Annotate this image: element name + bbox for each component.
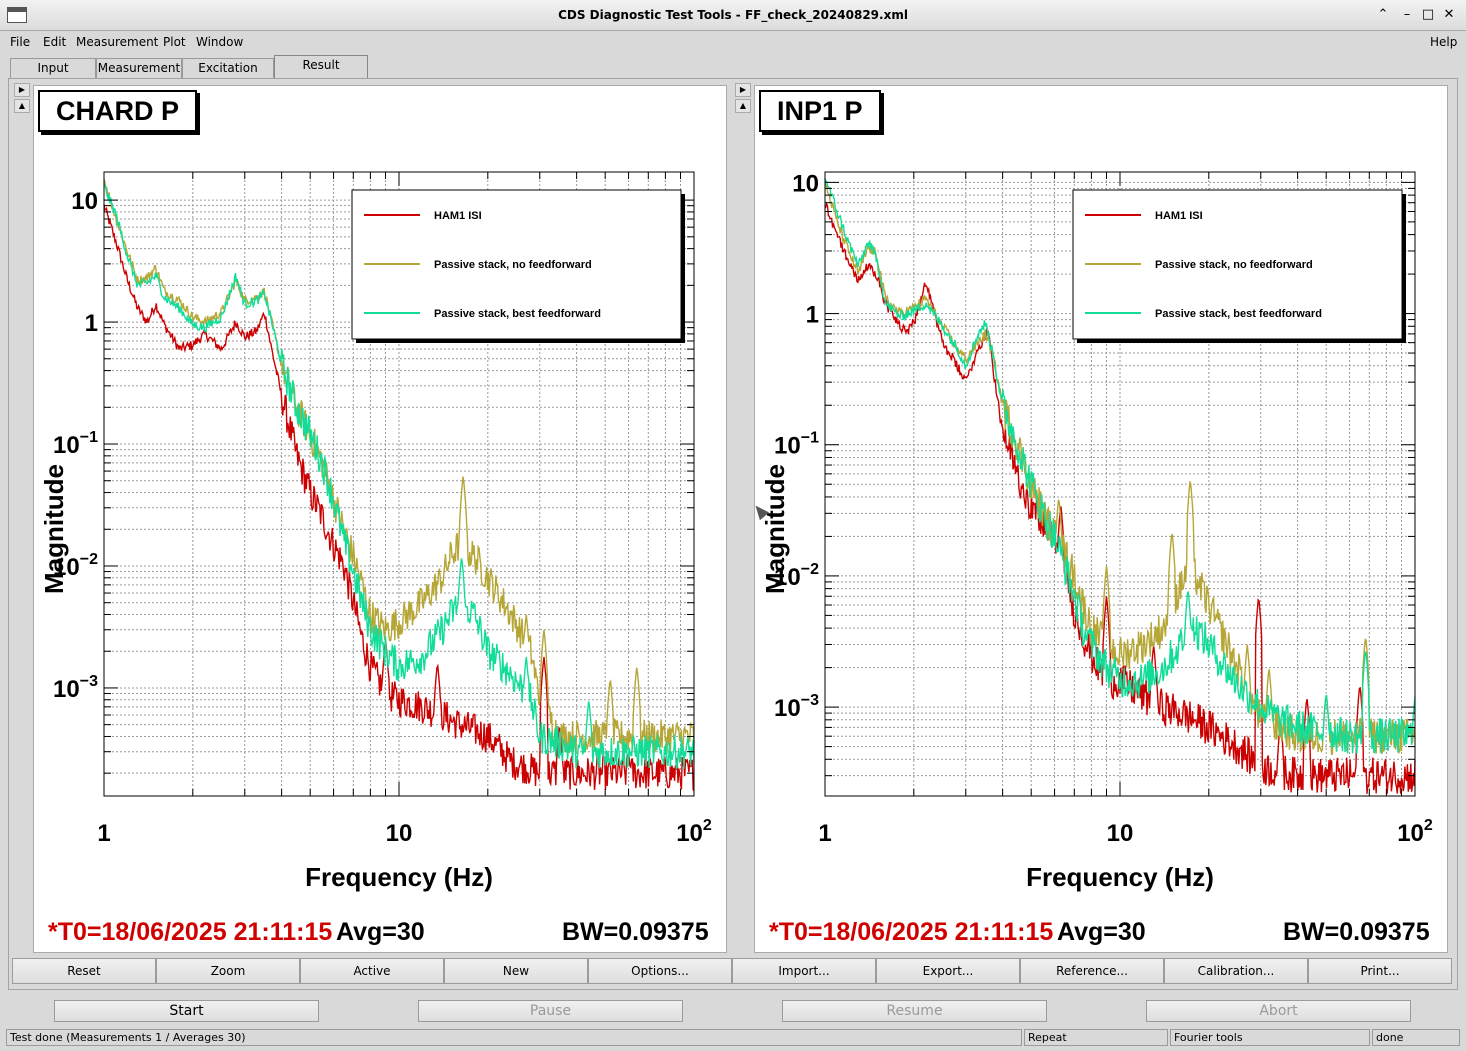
plot-title: CHARD P — [38, 90, 198, 132]
control-row: Start Pause Resume Abort — [0, 998, 1466, 1024]
y-axis-title: Magnitude — [39, 464, 69, 594]
y-tick-label: 10−3 — [774, 692, 819, 722]
pane-right-expand-icon[interactable]: ▶ — [735, 83, 751, 97]
grid-lines — [104, 172, 694, 796]
x-tick-label: 1 — [97, 820, 110, 847]
menu-window[interactable]: Window — [196, 35, 244, 49]
window-titlebar: CDS Diagnostic Test Tools - FF_check_202… — [0, 0, 1466, 31]
menu-edit[interactable]: Edit — [43, 35, 67, 49]
y-tick-label: 10−3 — [53, 673, 98, 703]
x-tick-label: 10 — [386, 820, 413, 847]
calibration-button[interactable]: Calibration... — [1164, 958, 1308, 984]
series-line-1 — [103, 178, 695, 754]
options-button[interactable]: Options... — [588, 958, 732, 984]
status-tools: Fourier tools — [1170, 1029, 1370, 1046]
bw-label: BW=0.09375 — [1283, 918, 1430, 946]
pane-left-collapse-icon[interactable]: ▲ — [14, 99, 30, 113]
status-repeat: Repeat — [1024, 1029, 1168, 1046]
legend-label: Passive stack, best feedforward — [1155, 308, 1322, 320]
series-line-0 — [103, 204, 695, 791]
plot-pane-chard[interactable]: CHARD P 1 10 102 10−3 10−2 10−1 1 10 Frequency (… — [33, 85, 727, 953]
series-line-2 — [103, 183, 695, 771]
menu-measurement[interactable]: Measurement — [76, 35, 159, 49]
tab-excitation[interactable]: Excitation — [182, 58, 274, 78]
plot-button-row: Reset Zoom Active New Options... Import.… — [12, 958, 1452, 984]
x-tick-label: 10 — [1107, 820, 1134, 847]
new-button[interactable]: New — [444, 958, 588, 984]
plot-title: INP1 P — [759, 90, 881, 132]
legend-label: HAM1 ISI — [1155, 210, 1203, 222]
menu-bar: File Edit Measurement Plot Window Help — [0, 31, 1466, 53]
series-line-0 — [824, 201, 1416, 794]
tab-measurement[interactable]: Measurement — [96, 58, 182, 78]
start-button[interactable]: Start — [54, 1000, 319, 1022]
legend-label: Passive stack, no feedforward — [1155, 259, 1313, 271]
x-axis-title: Frequency (Hz) — [1026, 862, 1214, 892]
series-line-2 — [824, 178, 1416, 754]
tab-input[interactable]: Input — [10, 58, 96, 78]
menu-help[interactable]: Help — [1430, 35, 1458, 49]
print-button[interactable]: Print... — [1308, 958, 1452, 984]
t0-label: *T0=18/06/2025 21:11:15 — [769, 918, 1054, 946]
pane-left-expand-icon[interactable]: ▶ — [14, 83, 30, 97]
avg-label: Avg=30 — [336, 918, 425, 946]
menu-plot[interactable]: Plot — [163, 35, 186, 49]
x-axis-title: Frequency (Hz) — [305, 862, 493, 892]
active-button[interactable]: Active — [300, 958, 444, 984]
pause-button[interactable]: Pause — [418, 1000, 683, 1022]
result-frame — [8, 78, 1458, 990]
window-maximize-icon[interactable]: □ — [1421, 7, 1435, 22]
zoom-button[interactable]: Zoom — [156, 958, 300, 984]
legend-label: Passive stack, no feedforward — [434, 259, 592, 271]
resume-button[interactable]: Resume — [782, 1000, 1047, 1022]
x-tick-label: 1 — [818, 820, 831, 847]
window-title: CDS Diagnostic Test Tools - FF_check_202… — [558, 8, 908, 22]
reference-button[interactable]: Reference... — [1020, 958, 1164, 984]
magnitude-plot-chard[interactable]: 1 10 102 10−3 10−2 10−1 1 10 Frequency (Hz) Magni… — [34, 86, 728, 916]
legend-label: Passive stack, best feedforward — [434, 308, 601, 320]
y-tick-label: 10 — [792, 170, 819, 197]
window-minimize-icon[interactable]: – — [1403, 7, 1411, 22]
export-button[interactable]: Export... — [876, 958, 1020, 984]
bw-label: BW=0.09375 — [562, 918, 709, 946]
abort-button[interactable]: Abort — [1146, 1000, 1411, 1022]
x-tick-label: 102 — [676, 817, 712, 847]
legend: HAM1 ISI Passive stack, no feedforward Pas… — [351, 189, 685, 343]
menu-file[interactable]: File — [10, 35, 31, 49]
window-menu-icon[interactable] — [7, 7, 27, 23]
y-tick-label: 10−1 — [53, 429, 98, 459]
plot-pane-inp1[interactable]: INP1 P 1 10 102 10−3 10−2 10−1 1 10 Frequency (H… — [754, 85, 1448, 953]
window-close-icon[interactable]: ✕ — [1443, 7, 1455, 22]
window-shade-icon[interactable]: ⌃ — [1377, 7, 1389, 22]
magnitude-plot-inp1[interactable]: 1 10 102 10−3 10−2 10−1 1 10 Frequency (Hz) Magni… — [755, 86, 1449, 916]
pane-right-collapse-icon[interactable]: ▲ — [735, 99, 751, 113]
x-tick-label: 102 — [1397, 817, 1433, 847]
reset-button[interactable]: Reset — [12, 958, 156, 984]
tab-result[interactable]: Result — [274, 55, 368, 78]
y-axis-title: Magnitude — [760, 464, 790, 594]
y-tick-label: 10 — [71, 188, 98, 215]
status-state: done — [1372, 1029, 1460, 1046]
y-tick-label: 1 — [85, 310, 98, 337]
y-tick-label: 10−2 — [53, 551, 98, 581]
status-message: Test done (Measurements 1 / Averages 30) — [6, 1029, 1022, 1046]
y-tick-label: 1 — [806, 302, 819, 329]
y-tick-label: 10−2 — [774, 561, 819, 591]
legend: HAM1 ISI Passive stack, no feedforward Pas… — [1072, 189, 1406, 343]
avg-label: Avg=30 — [1057, 918, 1146, 946]
y-tick-label: 10−1 — [774, 430, 819, 460]
legend-label: HAM1 ISI — [434, 210, 482, 222]
import-button[interactable]: Import... — [732, 958, 876, 984]
t0-label: *T0=18/06/2025 21:11:15 — [48, 918, 333, 946]
